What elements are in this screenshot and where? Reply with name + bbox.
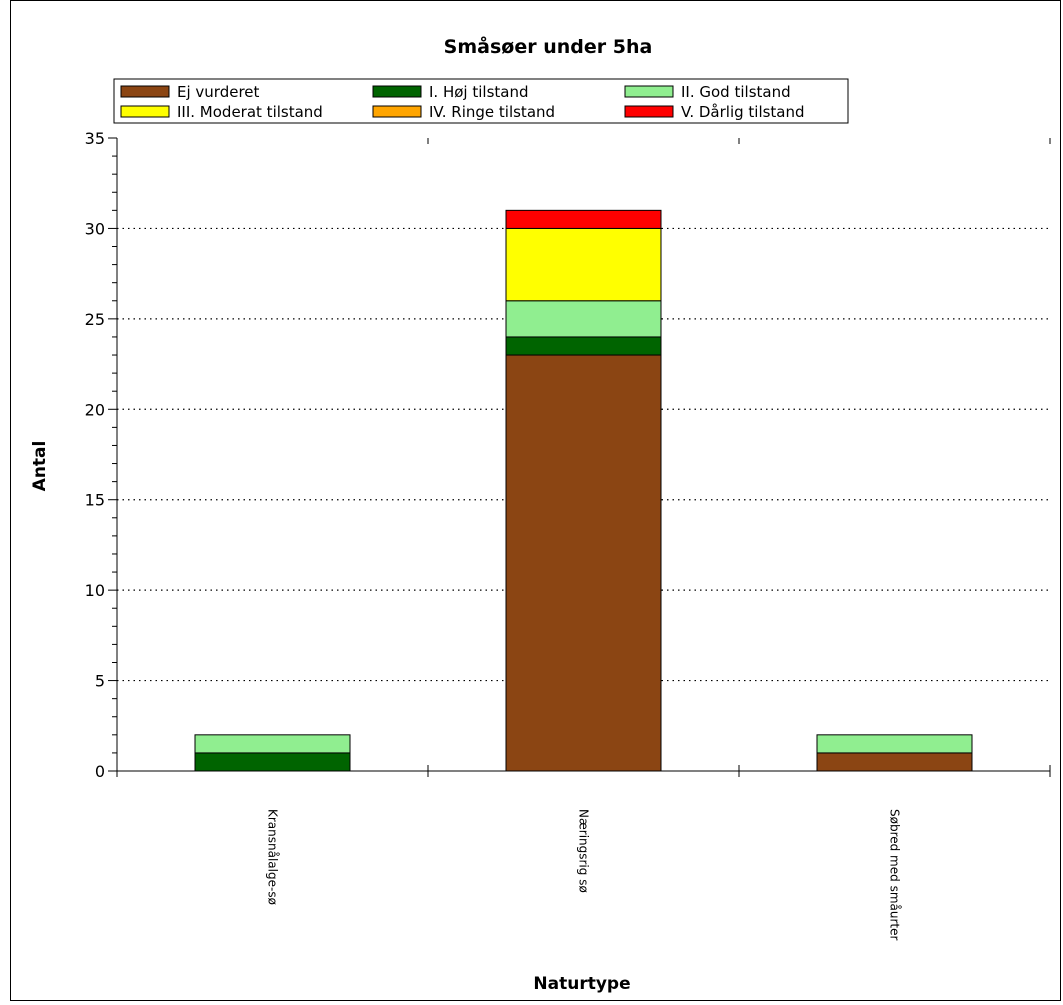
legend-label: IV. Ringe tilstand (429, 103, 555, 121)
y-tick-label: 0 (95, 762, 105, 781)
legend-label: I. Høj tilstand (429, 83, 529, 101)
chart-svg: Småsøer under 5ha Ej vurderet I. Høj tils… (30, 34, 1051, 994)
bar-segment (194, 752, 351, 772)
legend-label: II. God tilstand (681, 83, 791, 101)
grid (117, 227, 1050, 682)
x-tick-label: Kransnålalge-sø (266, 809, 280, 905)
bar-segment (505, 354, 662, 772)
legend: Ej vurderet I. Høj tilstand II. God tilsta… (113, 78, 849, 124)
bar-segment (194, 734, 351, 754)
legend-label: Ej vurderet (177, 83, 260, 101)
y-tick-label: 30 (85, 219, 105, 238)
bars (194, 209, 973, 772)
y-axis-label: Antal (30, 441, 50, 492)
x-tick-labels: Kransnålalge-sø Næringsrig sø Søbred med s… (266, 809, 902, 940)
y-tick-labels: 0 5 10 15 20 25 30 35 (85, 129, 105, 781)
bar-segment (505, 300, 662, 338)
y-tick-label: 15 (85, 491, 105, 510)
legend-swatch (120, 85, 170, 98)
legend-box (113, 78, 849, 124)
axes (108, 137, 1051, 777)
legend-swatch (120, 105, 170, 118)
x-tick-label: Søbred med småurter (888, 809, 902, 940)
y-tick-label: 10 (85, 581, 105, 600)
y-tick-label: 25 (85, 310, 105, 329)
legend-label: III. Moderat tilstand (177, 103, 323, 121)
bar-segment (505, 336, 662, 356)
chart-title: Småsøer under 5ha (444, 34, 653, 58)
x-axis-label: Naturtype (533, 974, 630, 994)
legend-swatch (624, 85, 674, 98)
bar-segment (816, 752, 973, 772)
bar-segment (816, 734, 973, 754)
bar-segment (505, 209, 662, 229)
chart-frame: Småsøer under 5ha Ej vurderet I. Høj tils… (10, 0, 1061, 1001)
legend-swatch (372, 105, 422, 118)
legend-label: V. Dårlig tilstand (681, 103, 805, 121)
y-tick-label: 5 (95, 672, 105, 691)
bar-segment (505, 227, 662, 302)
y-tick-label: 20 (85, 400, 105, 419)
x-tick-label: Næringsrig sø (577, 809, 591, 893)
legend-swatch (624, 105, 674, 118)
y-tick-label: 35 (85, 129, 105, 148)
legend-swatch (372, 85, 422, 98)
